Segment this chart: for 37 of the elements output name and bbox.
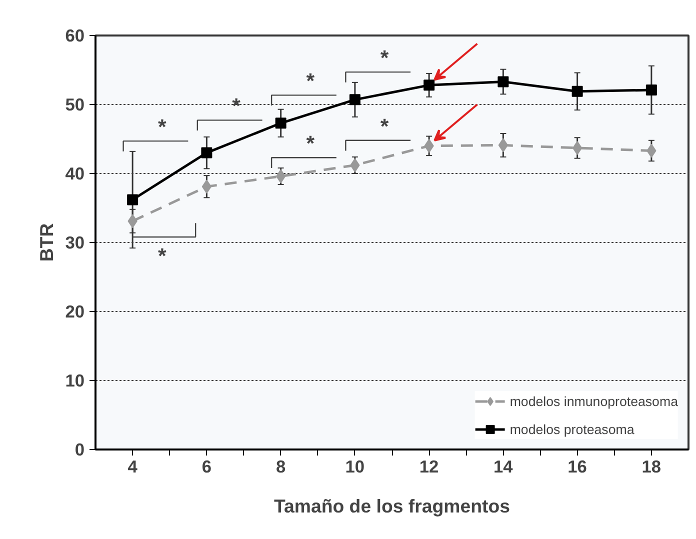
y-tick-label: 30	[65, 232, 85, 252]
point	[349, 94, 360, 106]
legend-label: modelos inmunoproteasoma	[510, 394, 678, 408]
y-tick-label: 20	[65, 302, 85, 322]
x-axis-title: Tamaño de los fragmentos	[274, 496, 510, 516]
y-tick-label: 50	[65, 94, 85, 114]
annotation: *	[306, 69, 316, 94]
annotation: *	[158, 244, 168, 268]
point	[572, 140, 582, 155]
point	[127, 194, 138, 206]
x-tick-label: 10	[345, 456, 365, 476]
x-tick-label: 6	[202, 456, 212, 476]
legend-label: modelos proteasoma	[510, 422, 634, 436]
x-tick-label: 12	[419, 456, 439, 476]
point	[572, 86, 583, 97]
y-tick-label: 40	[65, 164, 85, 184]
point	[498, 138, 508, 152]
x-tick-label: 16	[568, 456, 588, 476]
annotation: *	[380, 46, 390, 70]
annotation: *	[380, 114, 390, 138]
x-tick-label: 14	[494, 456, 514, 476]
x-tick-label: 8	[276, 456, 286, 476]
y-tick-label: 0	[74, 440, 85, 460]
y-tick-label: 60	[65, 26, 85, 46]
point	[201, 147, 212, 158]
point	[646, 84, 657, 96]
y-axis-title: BTR	[36, 222, 58, 262]
y-tick-label: 10	[65, 370, 85, 390]
point	[202, 180, 212, 194]
annotation: *	[158, 115, 168, 139]
x-tick-label: 4	[128, 456, 138, 476]
point	[275, 118, 286, 129]
point	[498, 76, 509, 88]
annotation: *	[306, 132, 316, 156]
annotation: *	[232, 94, 242, 118]
x-tick-label: 18	[642, 456, 662, 476]
point	[424, 80, 435, 91]
